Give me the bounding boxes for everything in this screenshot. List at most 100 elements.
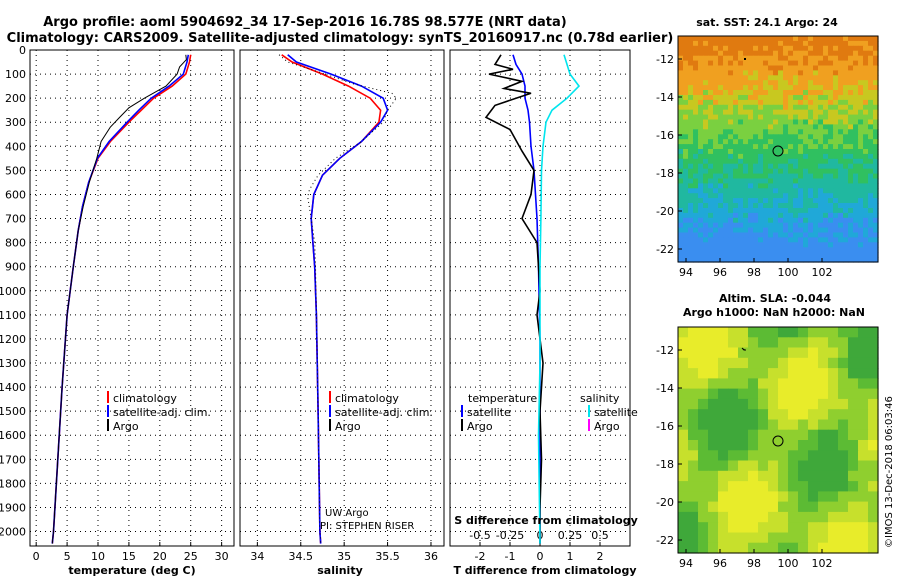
sst-cell xyxy=(678,139,684,145)
sst-cell xyxy=(813,158,819,165)
sst-cell xyxy=(733,129,739,135)
sst-cell xyxy=(748,183,754,189)
sst-cell xyxy=(738,80,744,86)
sst-cell xyxy=(738,85,744,91)
sla-cell xyxy=(818,470,829,482)
sst-cell xyxy=(688,217,694,224)
sst-cell xyxy=(858,212,864,219)
sst-cell xyxy=(753,247,759,253)
sst-cell xyxy=(768,75,774,81)
sst-cell xyxy=(723,252,729,258)
sst-cell xyxy=(818,183,824,189)
sst-cell xyxy=(748,95,754,101)
sst-cell xyxy=(798,129,804,135)
sst-cell xyxy=(833,65,839,72)
sst-cell xyxy=(868,80,874,86)
sst-cell xyxy=(733,109,739,116)
sst-cell xyxy=(688,75,694,81)
sst-cell xyxy=(853,198,859,204)
sla-cell xyxy=(798,347,809,359)
sst-cell xyxy=(753,70,759,76)
sst-cell xyxy=(678,193,684,199)
sst-cell xyxy=(783,104,789,111)
sst-cell xyxy=(743,134,749,140)
sst-cell xyxy=(818,119,824,126)
sst-cell xyxy=(803,139,809,145)
sst-cell xyxy=(693,75,699,81)
sla-cell xyxy=(798,419,809,431)
sla-cell xyxy=(678,409,689,421)
sst-cell xyxy=(738,183,744,189)
sst-cell xyxy=(688,193,694,199)
sla-cell xyxy=(858,398,869,410)
sla-cell xyxy=(798,429,809,441)
sst-cell xyxy=(873,173,879,180)
sla-cell xyxy=(708,429,719,441)
sst-cell xyxy=(848,217,854,224)
sst-cell xyxy=(783,247,789,253)
sst-cell xyxy=(858,104,864,111)
sst-cell xyxy=(703,65,709,72)
sst-cell xyxy=(718,257,724,263)
sst-cell xyxy=(713,124,719,130)
sst-cell xyxy=(743,212,749,219)
sst-cell xyxy=(873,139,879,145)
sst-cell xyxy=(798,119,804,126)
sst-map-frame xyxy=(677,35,879,263)
sst-cell xyxy=(763,173,769,180)
sst-cell xyxy=(688,232,694,239)
sst-cell xyxy=(758,129,764,135)
sst-cell xyxy=(743,104,749,111)
sst-cell xyxy=(748,163,754,170)
sla-cell xyxy=(708,419,719,431)
sst-cell xyxy=(873,153,879,160)
sst-cell xyxy=(753,217,759,224)
sst-cell xyxy=(713,149,719,155)
sst-cell xyxy=(828,119,834,126)
sst-cell xyxy=(733,237,739,243)
sst-cell xyxy=(693,99,699,106)
sst-cell xyxy=(768,65,774,72)
sst-cell xyxy=(853,257,859,263)
sla-cell xyxy=(858,347,869,359)
sla-cell xyxy=(678,398,689,410)
sst-cell xyxy=(728,119,734,126)
sst-cell xyxy=(708,60,714,67)
map-y-tick-label: -14 xyxy=(656,382,674,395)
sla-cell xyxy=(818,378,829,390)
sst-cell xyxy=(873,114,879,121)
sst-cell xyxy=(758,212,764,219)
sst-cell xyxy=(823,139,829,145)
sst-cell xyxy=(828,188,834,194)
legend-climatology: climatology xyxy=(335,392,399,405)
sst-cell xyxy=(818,80,824,86)
sla-cell xyxy=(758,388,769,400)
sst-cell xyxy=(753,237,759,243)
sst-cell xyxy=(778,227,784,234)
sst-cell xyxy=(738,45,744,52)
sst-cell xyxy=(703,55,709,62)
sst-cell xyxy=(738,217,744,224)
sst-cell xyxy=(748,129,754,135)
sst-cell xyxy=(813,114,819,121)
sst-cell xyxy=(828,252,834,258)
sst-cell xyxy=(738,50,744,57)
map-y-tick-label: -16 xyxy=(656,129,674,142)
sst-cell xyxy=(698,50,704,57)
sst-cell xyxy=(743,90,749,96)
sst-cell xyxy=(698,80,704,86)
sla-cell xyxy=(748,419,759,431)
sst-cell xyxy=(833,55,839,62)
sla-cell xyxy=(788,522,799,534)
sst-cell xyxy=(828,153,834,160)
sst-cell xyxy=(848,124,854,130)
map-x-tick-label: 100 xyxy=(778,557,799,570)
sst-cell xyxy=(818,55,824,62)
sst-cell xyxy=(718,114,724,121)
sst-cell xyxy=(698,242,704,248)
sla-cell xyxy=(748,368,759,379)
x-tick-label: 1 xyxy=(567,550,574,563)
sst-cell xyxy=(753,193,759,199)
sla-cell xyxy=(768,327,779,338)
sst-cell xyxy=(863,95,869,101)
